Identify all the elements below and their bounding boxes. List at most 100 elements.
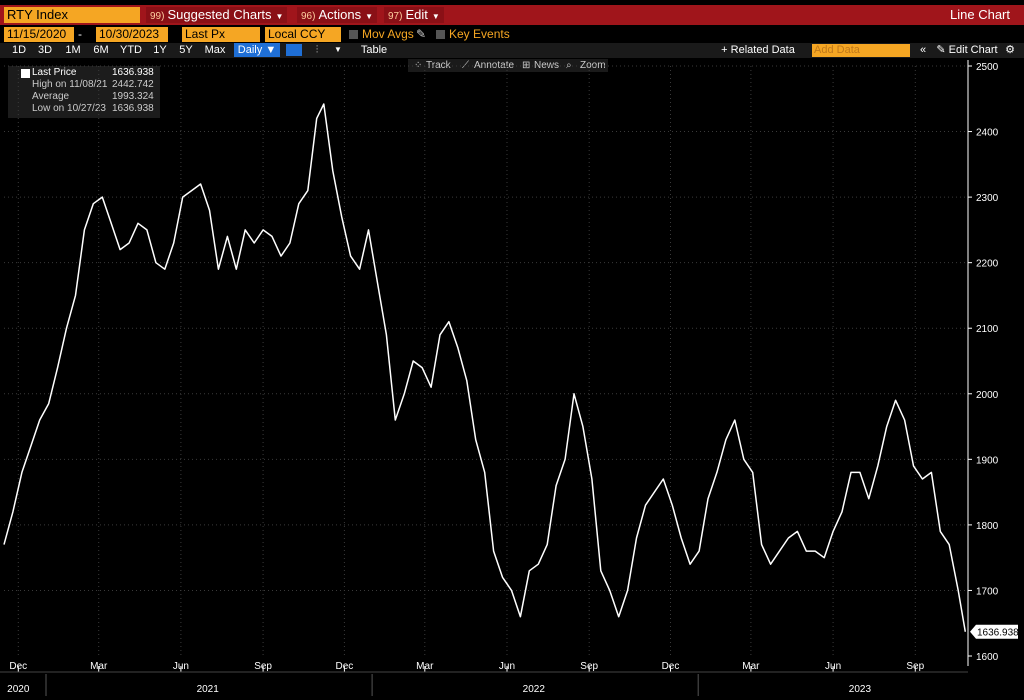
x-tick-label: Mar bbox=[416, 661, 434, 672]
edit-chart-label: Edit Chart bbox=[948, 44, 998, 56]
y-tick-label: 2100 bbox=[976, 324, 999, 335]
legend-value: 1636.938 bbox=[112, 67, 154, 78]
frequency-dropdown[interactable]: Daily ▼ bbox=[234, 43, 280, 57]
y-tick-label: 2500 bbox=[976, 62, 999, 73]
legend-value: 1636.938 bbox=[112, 103, 154, 114]
range-max-button[interactable]: Max bbox=[204, 44, 226, 56]
chart-legend: Last Price 1636.938 High on 11/08/21 244… bbox=[8, 66, 160, 118]
x-year-label: 2021 bbox=[197, 684, 220, 695]
legend-swatch bbox=[21, 69, 30, 78]
related-data-button[interactable]: + Related Data bbox=[721, 44, 795, 56]
y-tick-label: 1900 bbox=[976, 455, 999, 466]
legend-label: High on 11/08/21 bbox=[32, 79, 108, 90]
annotate-tool[interactable]: Annotate bbox=[474, 60, 515, 71]
x-tick-label: Jun bbox=[825, 661, 841, 672]
legend-value: 2442.742 bbox=[112, 79, 154, 90]
range-3d-button[interactable]: 3D bbox=[37, 44, 53, 56]
y-tick-label: 1800 bbox=[976, 521, 999, 532]
bar-chart-icon[interactable]: ⫶ bbox=[315, 44, 319, 56]
news-icon: ⊞ bbox=[522, 60, 531, 71]
pencil-icon: ✎ bbox=[936, 44, 949, 56]
add-data-input[interactable]: Add Data bbox=[812, 44, 910, 57]
field-selector[interactable]: Last Px bbox=[182, 27, 260, 42]
menu-code: 97) bbox=[388, 11, 403, 22]
last-value-flag bbox=[970, 624, 1018, 639]
mov-avgs-label[interactable]: Mov Avgs bbox=[362, 27, 414, 41]
menu-label: Suggested Charts bbox=[167, 7, 272, 22]
x-tick-label: Jun bbox=[499, 661, 515, 672]
line-chart-icon[interactable] bbox=[286, 44, 302, 56]
range-1m-button[interactable]: 1M bbox=[65, 44, 81, 56]
mov-avgs-checkbox[interactable] bbox=[349, 30, 358, 39]
x-tick-label: Dec bbox=[662, 661, 680, 672]
date-separator: - bbox=[78, 27, 82, 41]
suggested-charts-menu[interactable]: 99) Suggested Charts ▼ bbox=[146, 7, 288, 23]
menu-code: 99) bbox=[150, 11, 165, 22]
x-tick-label: Mar bbox=[90, 661, 108, 672]
x-tick-label: Sep bbox=[580, 661, 598, 672]
legend-value: 1993.324 bbox=[112, 91, 154, 102]
legend-label: Low on 10/27/23 bbox=[32, 103, 106, 114]
x-tick-label: Mar bbox=[742, 661, 760, 672]
chart-grid bbox=[4, 65, 968, 656]
currency-selector[interactable]: Local CCY bbox=[265, 27, 341, 42]
y-axis: 1600 1700 1800 1900 2000 2100 2200 2300 2400 2500 bbox=[967, 60, 999, 666]
y-tick-label: 2300 bbox=[976, 193, 999, 204]
range-5y-button[interactable]: 5Y bbox=[179, 44, 193, 56]
menu-code: 96) bbox=[301, 11, 316, 22]
edit-menu[interactable]: 97) Edit ▼ bbox=[384, 7, 444, 23]
crosshair-icon: ⁘ bbox=[414, 60, 423, 71]
pencil-icon: ⟋ bbox=[462, 60, 469, 71]
last-value-marker: 1636.938 bbox=[970, 624, 1019, 639]
menu-label: Edit bbox=[405, 7, 428, 22]
line-chart[interactable]: 1600 1700 1800 1900 2000 2100 2200 2300 2400 2500… bbox=[0, 58, 1024, 700]
x-tick-label: Dec bbox=[9, 661, 27, 672]
actions-menu[interactable]: 96) Actions ▼ bbox=[297, 7, 378, 23]
range-1y-button[interactable]: 1Y bbox=[153, 44, 167, 56]
start-date-field[interactable]: 11/15/2020 bbox=[4, 27, 74, 42]
y-tick-label: 1600 bbox=[976, 652, 999, 663]
key-events-checkbox[interactable] bbox=[436, 30, 445, 39]
gear-icon[interactable]: ⚙ bbox=[1005, 44, 1015, 56]
last-value-label: 1636.938 bbox=[977, 628, 1019, 639]
chart-type-title: Line Chart bbox=[950, 7, 1010, 22]
x-axis: Dec Mar Jun Sep Dec Mar Jun Sep Dec Mar Jun Sep 2020… bbox=[0, 661, 968, 696]
x-tick-label: Dec bbox=[335, 661, 353, 672]
chevron-down-icon: ▼ bbox=[365, 12, 374, 21]
control-row: 11/15/2020 - 10/30/2023 Last Px Local CC… bbox=[0, 27, 1024, 43]
legend-label: Last Price bbox=[32, 67, 77, 78]
price-line bbox=[3, 103, 967, 632]
range-toolbar: 1D 3D 1M 6M YTD 1Y 5Y Max Daily ▼ ⫶ ▼ Ta… bbox=[0, 43, 1024, 58]
chevron-down-icon: ▼ bbox=[431, 12, 440, 21]
range-1d-button[interactable]: 1D bbox=[11, 44, 27, 56]
x-tick-label: Sep bbox=[254, 661, 272, 672]
x-tick-label: Sep bbox=[906, 661, 924, 672]
key-events-label[interactable]: Key Events bbox=[449, 27, 510, 41]
price-series bbox=[3, 103, 967, 632]
table-button[interactable]: Table bbox=[360, 44, 388, 56]
x-year-label: 2022 bbox=[523, 684, 546, 695]
range-6m-button[interactable]: 6M bbox=[93, 44, 109, 56]
news-tool[interactable]: News bbox=[534, 60, 560, 71]
ticker-strip bbox=[0, 0, 1024, 5]
chevron-down-icon: ▼ bbox=[275, 12, 284, 21]
chevron-down-icon: ▼ bbox=[265, 44, 277, 56]
x-year-label: 2023 bbox=[849, 684, 872, 695]
title-bar: RTY Index 99) Suggested Charts ▼ 96) Action… bbox=[0, 5, 1024, 25]
security-field[interactable]: RTY Index bbox=[4, 7, 140, 23]
y-tick-label: 2400 bbox=[976, 128, 999, 139]
chevron-down-icon[interactable]: ▼ bbox=[334, 45, 342, 54]
x-tick-label: Jun bbox=[173, 661, 189, 672]
y-tick-label: 2000 bbox=[976, 390, 999, 401]
frequency-label: Daily bbox=[237, 44, 263, 56]
track-tool[interactable]: Track bbox=[426, 60, 451, 71]
end-date-field[interactable]: 10/30/2023 bbox=[96, 27, 168, 42]
y-tick-label: 2200 bbox=[976, 259, 999, 270]
x-year-label: 2020 bbox=[7, 684, 30, 695]
collapse-icon[interactable]: « bbox=[919, 44, 927, 56]
range-ytd-button[interactable]: YTD bbox=[120, 44, 142, 56]
y-tick-label: 1700 bbox=[976, 586, 999, 597]
menu-label: Actions bbox=[318, 7, 362, 22]
pencil-icon[interactable]: ✎ bbox=[416, 27, 427, 41]
edit-chart-button[interactable]: ✎ Edit Chart bbox=[935, 43, 999, 57]
